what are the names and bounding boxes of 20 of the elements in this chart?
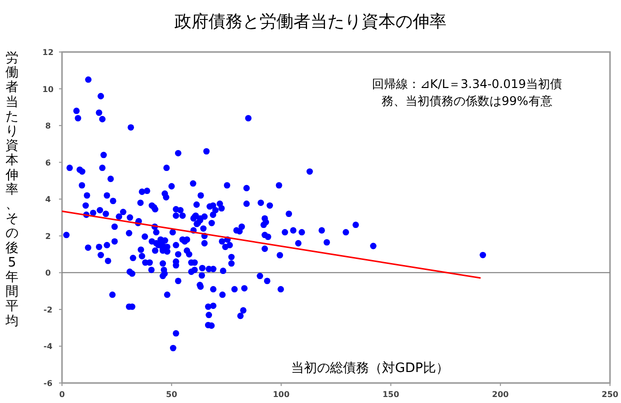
x-tick-label: 150 bbox=[382, 390, 400, 399]
y-tick-label: 10 bbox=[42, 84, 54, 94]
x-tick-label: 250 bbox=[602, 390, 619, 399]
y-tick-label: 4 bbox=[45, 195, 52, 204]
x-axis-title: 当初の総債務（対GDP比） bbox=[291, 360, 449, 376]
y-tick-label: -2 bbox=[44, 305, 52, 314]
x-tick-label: 100 bbox=[272, 390, 290, 399]
chart-title: 政府債務と労働者当たり資本の伸率 bbox=[174, 12, 446, 32]
y-tick-label: -6 bbox=[44, 379, 53, 388]
y-tick-label: -4 bbox=[44, 342, 53, 352]
x-tick-label: 200 bbox=[492, 390, 510, 399]
y-tick-label: 6 bbox=[45, 158, 52, 168]
y-tick-label: 0 bbox=[45, 268, 52, 278]
text: 労働者当たり資本伸率、その後5年間平均 bbox=[6, 51, 18, 329]
x-tick-label: 50 bbox=[166, 390, 178, 399]
annotation: 回帰線：⊿K/L＝3.34-0.019当初債務、当初債務の係数は99%有意 bbox=[370, 76, 564, 110]
y-tick-label: 8 bbox=[45, 122, 52, 131]
y-tick-label: 2 bbox=[45, 232, 51, 241]
y-tick-label: 12 bbox=[42, 48, 54, 57]
x-tick-label: 0 bbox=[59, 390, 66, 399]
